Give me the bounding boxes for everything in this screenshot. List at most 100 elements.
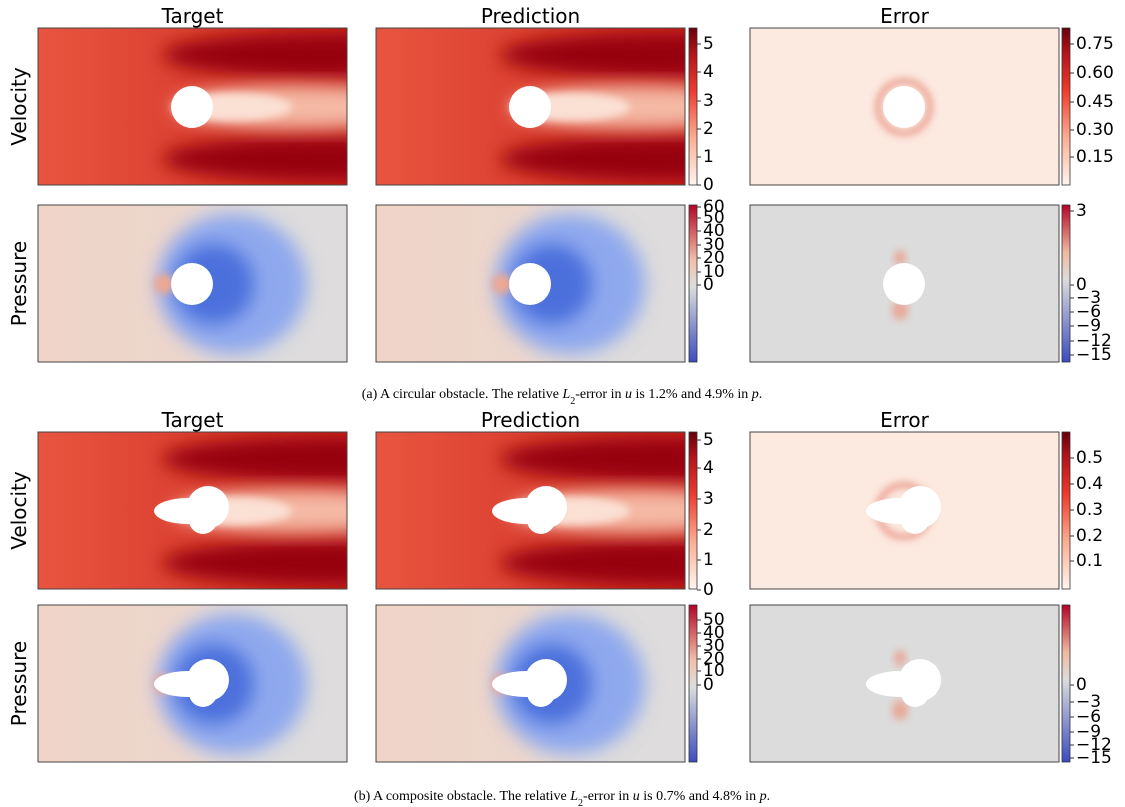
colorbar-label: 20 [703,248,725,268]
field-perr [750,205,1059,362]
field-vel [376,28,685,185]
colorbar-label: −12 [1076,735,1112,755]
obstacle [883,263,925,305]
colorbar-label: 2 [703,119,714,139]
wake-dark [500,437,685,481]
wake-dark [162,137,347,181]
field-vel [38,28,347,185]
column-title: Prediction [481,408,580,432]
plot-frame [749,431,1060,590]
field-verr [750,432,1059,589]
colorbar [688,604,698,763]
colorbar [1061,431,1071,590]
colorbar-label: 1 [703,550,714,570]
caption-part: p [759,789,767,804]
plot-frame [749,204,1060,363]
colorbar-label: −6 [1076,707,1101,727]
colorbar-label: 1 [703,147,714,167]
field-pres [38,205,347,362]
colorbar-label: 0 [1076,675,1087,695]
obstacle [527,679,555,707]
colorbar-label: 10 [703,262,725,282]
colorbar-label: 0 [1076,275,1087,295]
colorbar-label: 0.45 [1076,92,1114,112]
caption-part: u [633,789,640,804]
colorbar-label: −3 [1076,692,1101,712]
caption-part: 2 [578,798,583,807]
error-spot [892,700,908,720]
plot-frame [37,431,348,590]
colorbar-label: 0.15 [1076,147,1114,167]
obstacle [901,506,929,534]
wake-dark [500,33,685,77]
row-label: Pressure [7,641,31,726]
colorbar-label: 0.75 [1076,34,1114,54]
colorbar-label: 0.3 [1076,500,1103,520]
obstacle [527,506,555,534]
colorbar-label: 40 [703,221,725,241]
colorbar-label: 0.30 [1076,120,1114,140]
field-vel [38,432,347,589]
wake-dark [162,541,347,585]
colorbar-label: 0 [703,580,714,600]
row-label: Velocity [7,471,31,550]
caption-part: L [569,789,578,804]
colorbar [1061,27,1071,186]
field-pres [38,605,347,762]
error-spot [894,650,906,666]
plot-frame [375,431,686,590]
colorbar-label: 4 [703,458,714,478]
caption-part: u [625,387,632,402]
caption-part: . [759,387,763,402]
colorbar-label: 0 [703,275,714,295]
caption-part: is 1.2% and 4.9% in [632,387,752,402]
high-pressure [154,274,174,294]
field-vel [376,432,685,589]
obstacle [509,263,551,305]
column-title: Error [880,4,930,28]
colorbar-label: 4 [703,62,714,82]
obstacle [189,679,217,707]
colorbar-label: −9 [1076,722,1101,742]
colorbar-label: 0.2 [1076,526,1103,546]
colorbar [688,431,698,590]
caption-part: 2 [570,396,575,407]
field-pres [376,205,685,362]
colorbar-label: 0 [703,675,714,695]
wake-dark [162,437,347,481]
obstacle [883,86,925,128]
colorbar-label: −3 [1076,288,1101,308]
column-title: Target [161,408,224,432]
colorbar-label: 3 [703,489,714,509]
colorbar-label: −9 [1076,316,1101,336]
obstacle [901,679,929,707]
column-title: Error [880,408,930,432]
wake-dark [500,541,685,585]
caption-part: is 0.7% and 4.8% in [640,789,760,804]
wake-dark [162,33,347,77]
wake-dark [500,137,685,181]
colorbar [688,27,698,186]
colorbar-label: 10 [703,661,725,681]
caption-part: L [561,387,570,402]
row-label: Velocity [7,67,31,146]
field-verr [750,28,1059,185]
colorbar-label: 2 [703,520,714,540]
colorbar-label: 50 [703,208,725,228]
caption-part: -error in [575,387,625,402]
error-spot [894,250,906,266]
field-pres [376,605,685,762]
caption-part: -error in [583,789,633,804]
field-perr [750,605,1059,762]
plot-frame [37,204,348,363]
plot-frame [375,604,686,763]
colorbar-label: 0 [703,175,714,195]
colorbar-label: 30 [703,235,725,255]
column-title: Prediction [481,4,580,28]
colorbar-label: 0.60 [1076,63,1114,83]
obstacle [509,86,551,128]
colorbar-label: 3 [1076,201,1087,221]
colorbar-label: 20 [703,649,725,669]
